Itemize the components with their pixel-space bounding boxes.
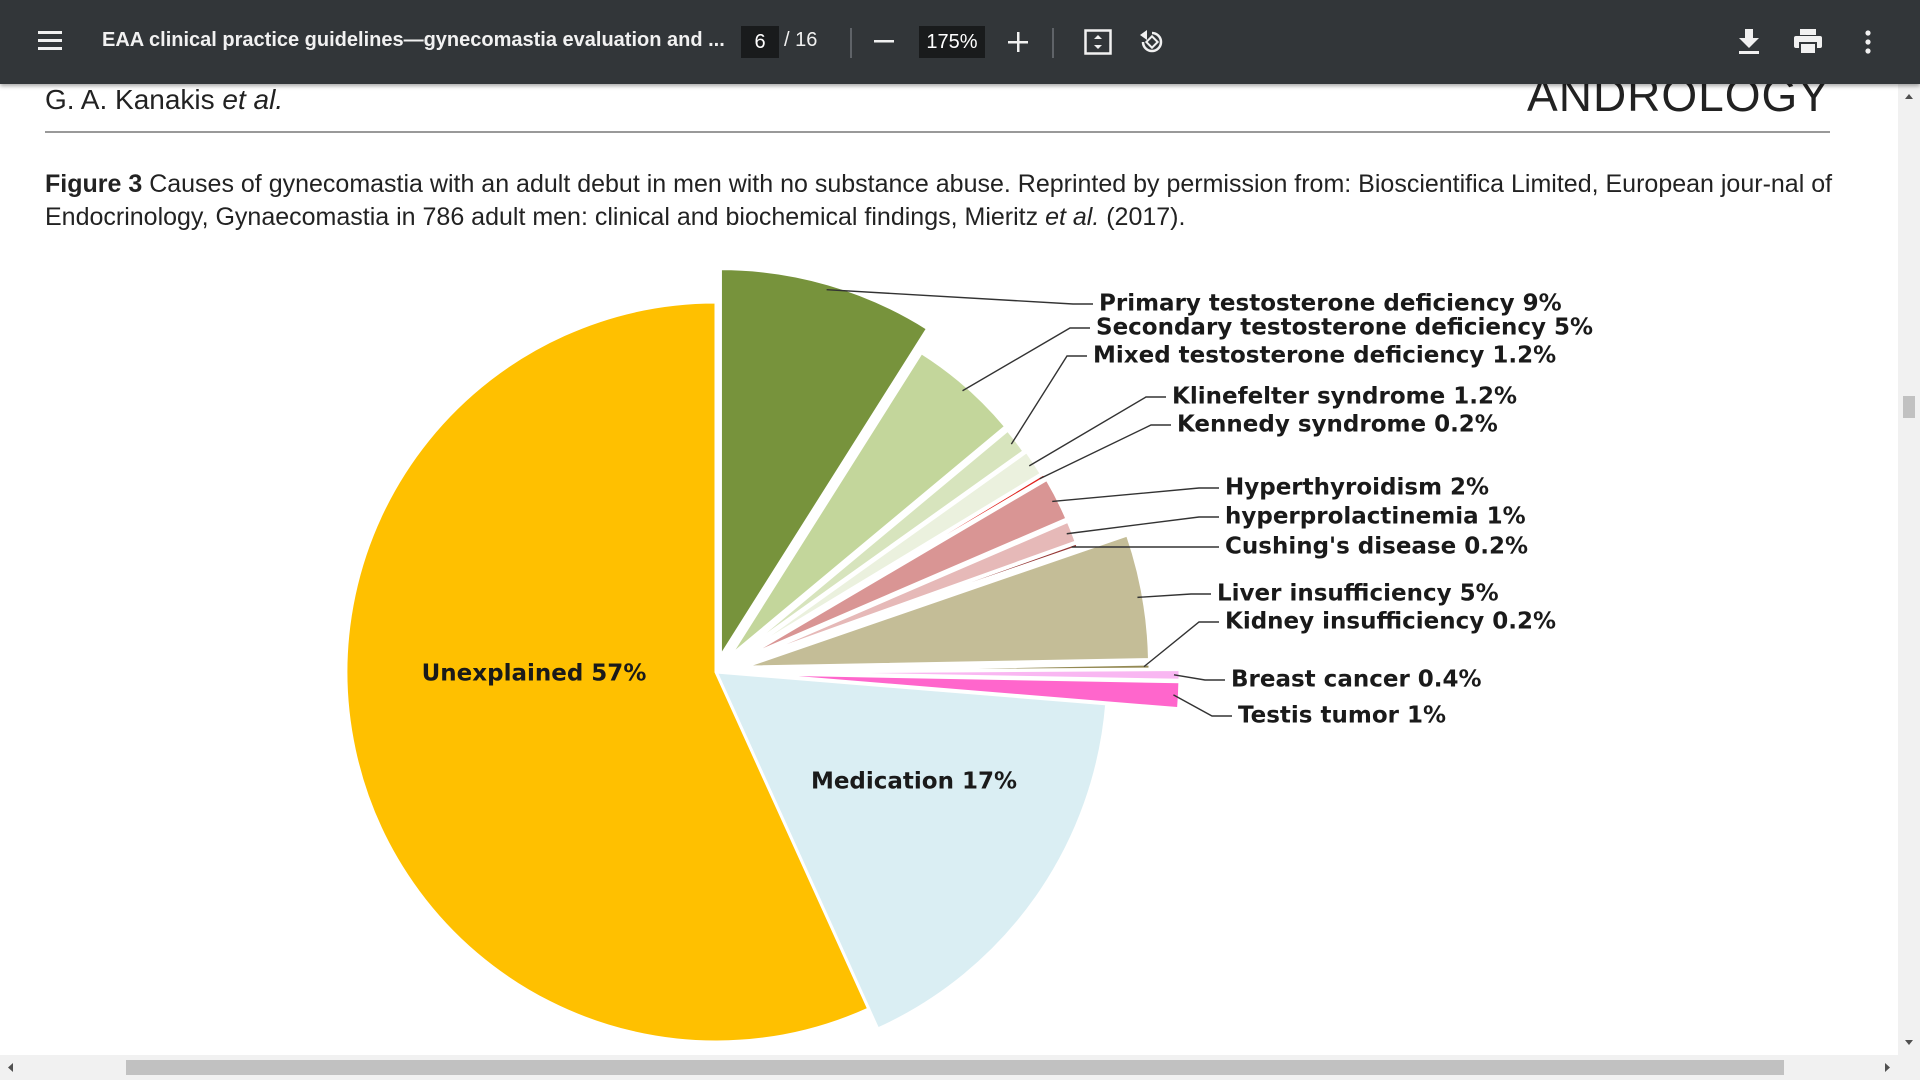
pdf-toolbar: EAA clinical practice guidelines—gynecom…	[0, 0, 1920, 84]
leader-line	[1143, 621, 1219, 668]
slice-label: Breast cancer 0.4%	[1231, 667, 1482, 693]
pie-slice	[344, 300, 871, 1044]
scroll-left-icon[interactable]	[0, 1055, 22, 1080]
leader-line	[1173, 694, 1232, 717]
slice-label: Kidney insufficiency 0.2%	[1225, 609, 1556, 635]
leader-line	[1066, 516, 1219, 535]
slice-label: Primary testosterone deficiency 9%	[1099, 291, 1562, 317]
leader-line	[1039, 424, 1171, 480]
leader-line	[1010, 355, 1087, 445]
slice-label: Secondary testosterone deficiency 5%	[1096, 315, 1593, 341]
vertical-scrollbar[interactable]	[1898, 84, 1920, 1055]
slice-label: Liver insufficiency 5%	[1217, 581, 1499, 607]
vertical-scroll-thumb[interactable]	[1903, 396, 1915, 418]
leader-line	[962, 327, 1090, 392]
leader-line	[1173, 674, 1225, 681]
slice-label: Mixed testosterone deficiency 1.2%	[1093, 343, 1556, 369]
menu-icon[interactable]	[38, 30, 64, 52]
rotate-icon[interactable]	[1138, 28, 1166, 56]
slice-label: Cushing's disease 0.2%	[1225, 534, 1528, 560]
pie-slice	[718, 267, 930, 662]
scroll-down-icon[interactable]	[1898, 1031, 1920, 1053]
toolbar-divider	[1052, 28, 1054, 58]
slice-label: Unexplained 57%	[422, 661, 647, 687]
slice-label: Testis tumor 1%	[1238, 703, 1446, 729]
page-total: / 16	[784, 29, 818, 51]
pie-slice	[713, 670, 1109, 1032]
pdf-page: G. A. Kanakis et al. ANDROLOGY Figure 3 …	[0, 84, 1898, 1055]
leader-line	[1052, 487, 1219, 503]
leader-line	[826, 288, 1093, 305]
document-title: EAA clinical practice guidelines—gynecom…	[102, 29, 725, 51]
download-icon[interactable]	[1738, 29, 1760, 55]
zoom-input[interactable]: 175%	[919, 26, 985, 58]
leader-line	[1137, 593, 1211, 599]
fit-page-icon[interactable]	[1084, 29, 1112, 55]
pie-slice	[727, 350, 1008, 659]
pie-slice	[740, 477, 1069, 661]
slice-label: Klinefelter syndrome 1.2%	[1172, 384, 1517, 410]
figure-label: Figure 3	[45, 170, 143, 198]
page-number-input[interactable]: 6	[741, 26, 779, 58]
zoom-in-icon[interactable]	[1008, 32, 1028, 52]
slice-label: hyperprolactinemia 1%	[1225, 504, 1526, 530]
pie-slice	[734, 427, 1027, 659]
horizontal-scrollbar[interactable]	[0, 1055, 1920, 1080]
zoom-out-icon[interactable]	[874, 40, 894, 44]
running-header-authors: G. A. Kanakis et al.	[45, 84, 284, 115]
toolbar-divider	[850, 28, 852, 58]
slice-label: Hyperthyroidism 2%	[1225, 475, 1489, 501]
more-icon[interactable]	[1865, 30, 1871, 54]
slice-label: Medication 17%	[811, 769, 1017, 795]
figure-caption: Figure 3 Causes of gynecomastia with an …	[45, 170, 1833, 231]
scroll-up-icon[interactable]	[1898, 86, 1920, 108]
pie-chart: Primary testosterone deficiency 9%Second…	[344, 267, 1593, 1044]
header-rule	[45, 131, 1830, 133]
leader-line	[1028, 396, 1166, 467]
scroll-right-icon[interactable]	[1876, 1055, 1898, 1080]
slice-label: Kennedy syndrome 0.2%	[1177, 412, 1498, 438]
journal-name: ANDROLOGY	[1527, 84, 1830, 121]
horizontal-scroll-thumb[interactable]	[126, 1060, 1784, 1075]
print-icon[interactable]	[1794, 29, 1822, 55]
